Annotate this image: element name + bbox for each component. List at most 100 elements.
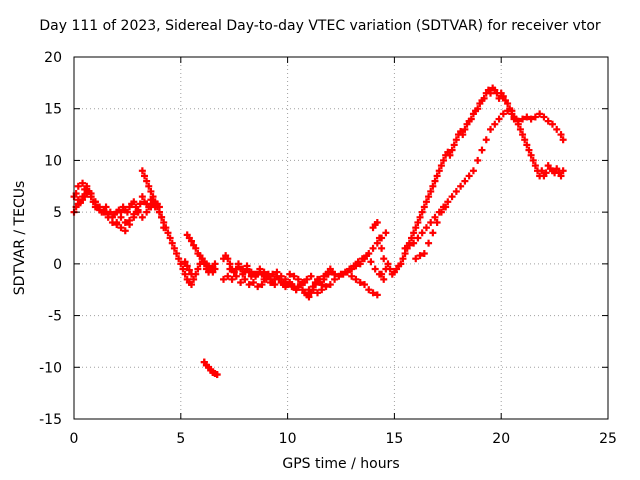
data-point <box>147 187 155 195</box>
data-point <box>149 193 157 201</box>
data-point <box>431 177 439 185</box>
data-point <box>354 258 362 266</box>
data-point <box>553 165 561 173</box>
data-point <box>269 270 277 278</box>
data-point <box>450 141 458 149</box>
data-point <box>429 182 437 190</box>
data-point <box>143 208 151 216</box>
y-tick-label: 20 <box>44 50 62 66</box>
data-point <box>256 265 264 273</box>
data-point <box>536 110 544 118</box>
data-point <box>239 265 247 273</box>
data-point <box>166 234 174 242</box>
data-point <box>220 275 228 283</box>
data-point <box>380 275 388 283</box>
data-point <box>474 156 482 164</box>
data-point <box>399 255 407 263</box>
data-point <box>190 275 198 283</box>
data-point <box>213 371 221 379</box>
data-point <box>474 105 482 113</box>
data-point <box>143 177 151 185</box>
data-point <box>294 275 302 283</box>
data-point <box>425 239 433 247</box>
data-point <box>510 115 518 123</box>
data-point <box>521 136 529 144</box>
data-point <box>211 265 219 273</box>
data-point <box>540 113 548 121</box>
data-point <box>378 270 386 278</box>
data-point <box>448 146 456 154</box>
grid-lines <box>74 57 608 419</box>
data-point <box>284 281 292 289</box>
data-point <box>226 265 234 273</box>
data-point <box>373 218 381 226</box>
data-point <box>243 262 251 270</box>
y-tick-label: 15 <box>44 102 62 118</box>
data-point <box>386 265 394 273</box>
data-point <box>557 131 565 139</box>
data-point <box>267 278 275 286</box>
data-point <box>320 272 328 280</box>
data-point <box>224 255 232 263</box>
data-point <box>412 224 420 232</box>
data-point <box>318 286 326 294</box>
data-point <box>504 107 512 115</box>
x-tick-label: 10 <box>279 431 297 447</box>
data-point <box>418 208 426 216</box>
data-point <box>292 286 300 294</box>
data-point <box>356 278 364 286</box>
data-point <box>478 146 486 154</box>
data-point <box>245 281 253 289</box>
data-point <box>544 117 552 125</box>
data-point <box>373 239 381 247</box>
y-tick-label: 5 <box>53 205 62 221</box>
data-point <box>258 281 266 289</box>
data-point <box>461 177 469 185</box>
data-point <box>102 203 110 211</box>
data-point <box>187 270 195 278</box>
data-point <box>369 244 377 252</box>
data-points <box>70 84 567 379</box>
data-point <box>422 224 430 232</box>
data-point <box>542 169 550 177</box>
data-point <box>446 151 454 159</box>
data-point <box>459 131 467 139</box>
data-point <box>305 293 313 301</box>
data-point <box>401 244 409 252</box>
data-point <box>96 203 104 211</box>
data-point <box>429 229 437 237</box>
data-point <box>448 193 456 201</box>
data-point <box>183 262 191 270</box>
data-point <box>457 182 465 190</box>
data-point <box>360 281 368 289</box>
data-point <box>179 265 187 273</box>
data-point <box>260 268 268 276</box>
data-point <box>397 260 405 268</box>
data-point <box>348 272 356 280</box>
data-point <box>181 258 189 266</box>
data-point <box>147 203 155 211</box>
data-point <box>164 229 172 237</box>
data-point <box>350 262 358 270</box>
data-point <box>170 244 178 252</box>
x-tick-label: 0 <box>70 431 79 447</box>
data-point <box>288 283 296 291</box>
data-point <box>431 213 439 221</box>
data-point <box>527 151 535 159</box>
data-point <box>427 187 435 195</box>
data-point <box>104 213 112 221</box>
data-point <box>324 270 332 278</box>
data-point <box>224 272 232 280</box>
data-point <box>326 281 334 289</box>
data-point <box>414 234 422 242</box>
data-point <box>480 94 488 102</box>
data-point <box>529 156 537 164</box>
data-point <box>273 268 281 276</box>
data-point <box>264 272 272 280</box>
data-point <box>504 100 512 108</box>
y-tick-label: -10 <box>39 360 62 376</box>
data-point <box>106 208 114 216</box>
data-point <box>158 213 166 221</box>
y-tick-label: -15 <box>39 412 62 428</box>
data-point <box>491 120 499 128</box>
